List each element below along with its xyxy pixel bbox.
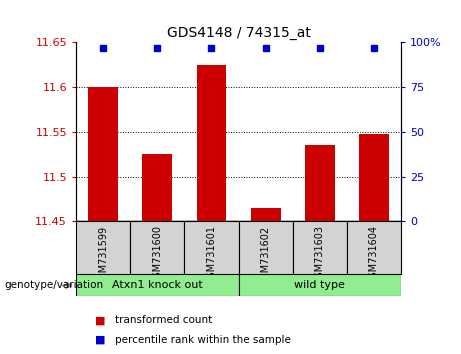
FancyBboxPatch shape xyxy=(239,274,401,296)
Text: transformed count: transformed count xyxy=(115,315,213,325)
Text: wild type: wild type xyxy=(295,280,345,290)
Text: GSM731601: GSM731601 xyxy=(207,225,217,285)
Bar xyxy=(251,208,281,221)
Text: genotype/variation: genotype/variation xyxy=(5,280,104,290)
Text: GSM731603: GSM731603 xyxy=(315,225,325,285)
FancyBboxPatch shape xyxy=(76,221,130,274)
FancyBboxPatch shape xyxy=(76,274,239,296)
Bar xyxy=(88,87,118,221)
Title: GDS4148 / 74315_at: GDS4148 / 74315_at xyxy=(166,26,311,40)
FancyBboxPatch shape xyxy=(184,221,239,274)
Text: percentile rank within the sample: percentile rank within the sample xyxy=(115,335,291,345)
Text: ■: ■ xyxy=(95,315,105,325)
FancyBboxPatch shape xyxy=(239,221,293,274)
Bar xyxy=(359,134,389,221)
Text: GSM731599: GSM731599 xyxy=(98,225,108,285)
Text: Atxn1 knock out: Atxn1 knock out xyxy=(112,280,203,290)
Text: ■: ■ xyxy=(95,335,105,345)
FancyBboxPatch shape xyxy=(347,221,401,274)
FancyBboxPatch shape xyxy=(293,221,347,274)
Bar xyxy=(196,65,226,221)
Text: GSM731604: GSM731604 xyxy=(369,225,379,285)
Text: GSM731602: GSM731602 xyxy=(260,225,271,285)
FancyBboxPatch shape xyxy=(130,221,184,274)
Text: GSM731600: GSM731600 xyxy=(152,225,162,285)
Bar xyxy=(305,145,335,221)
Bar xyxy=(142,154,172,221)
